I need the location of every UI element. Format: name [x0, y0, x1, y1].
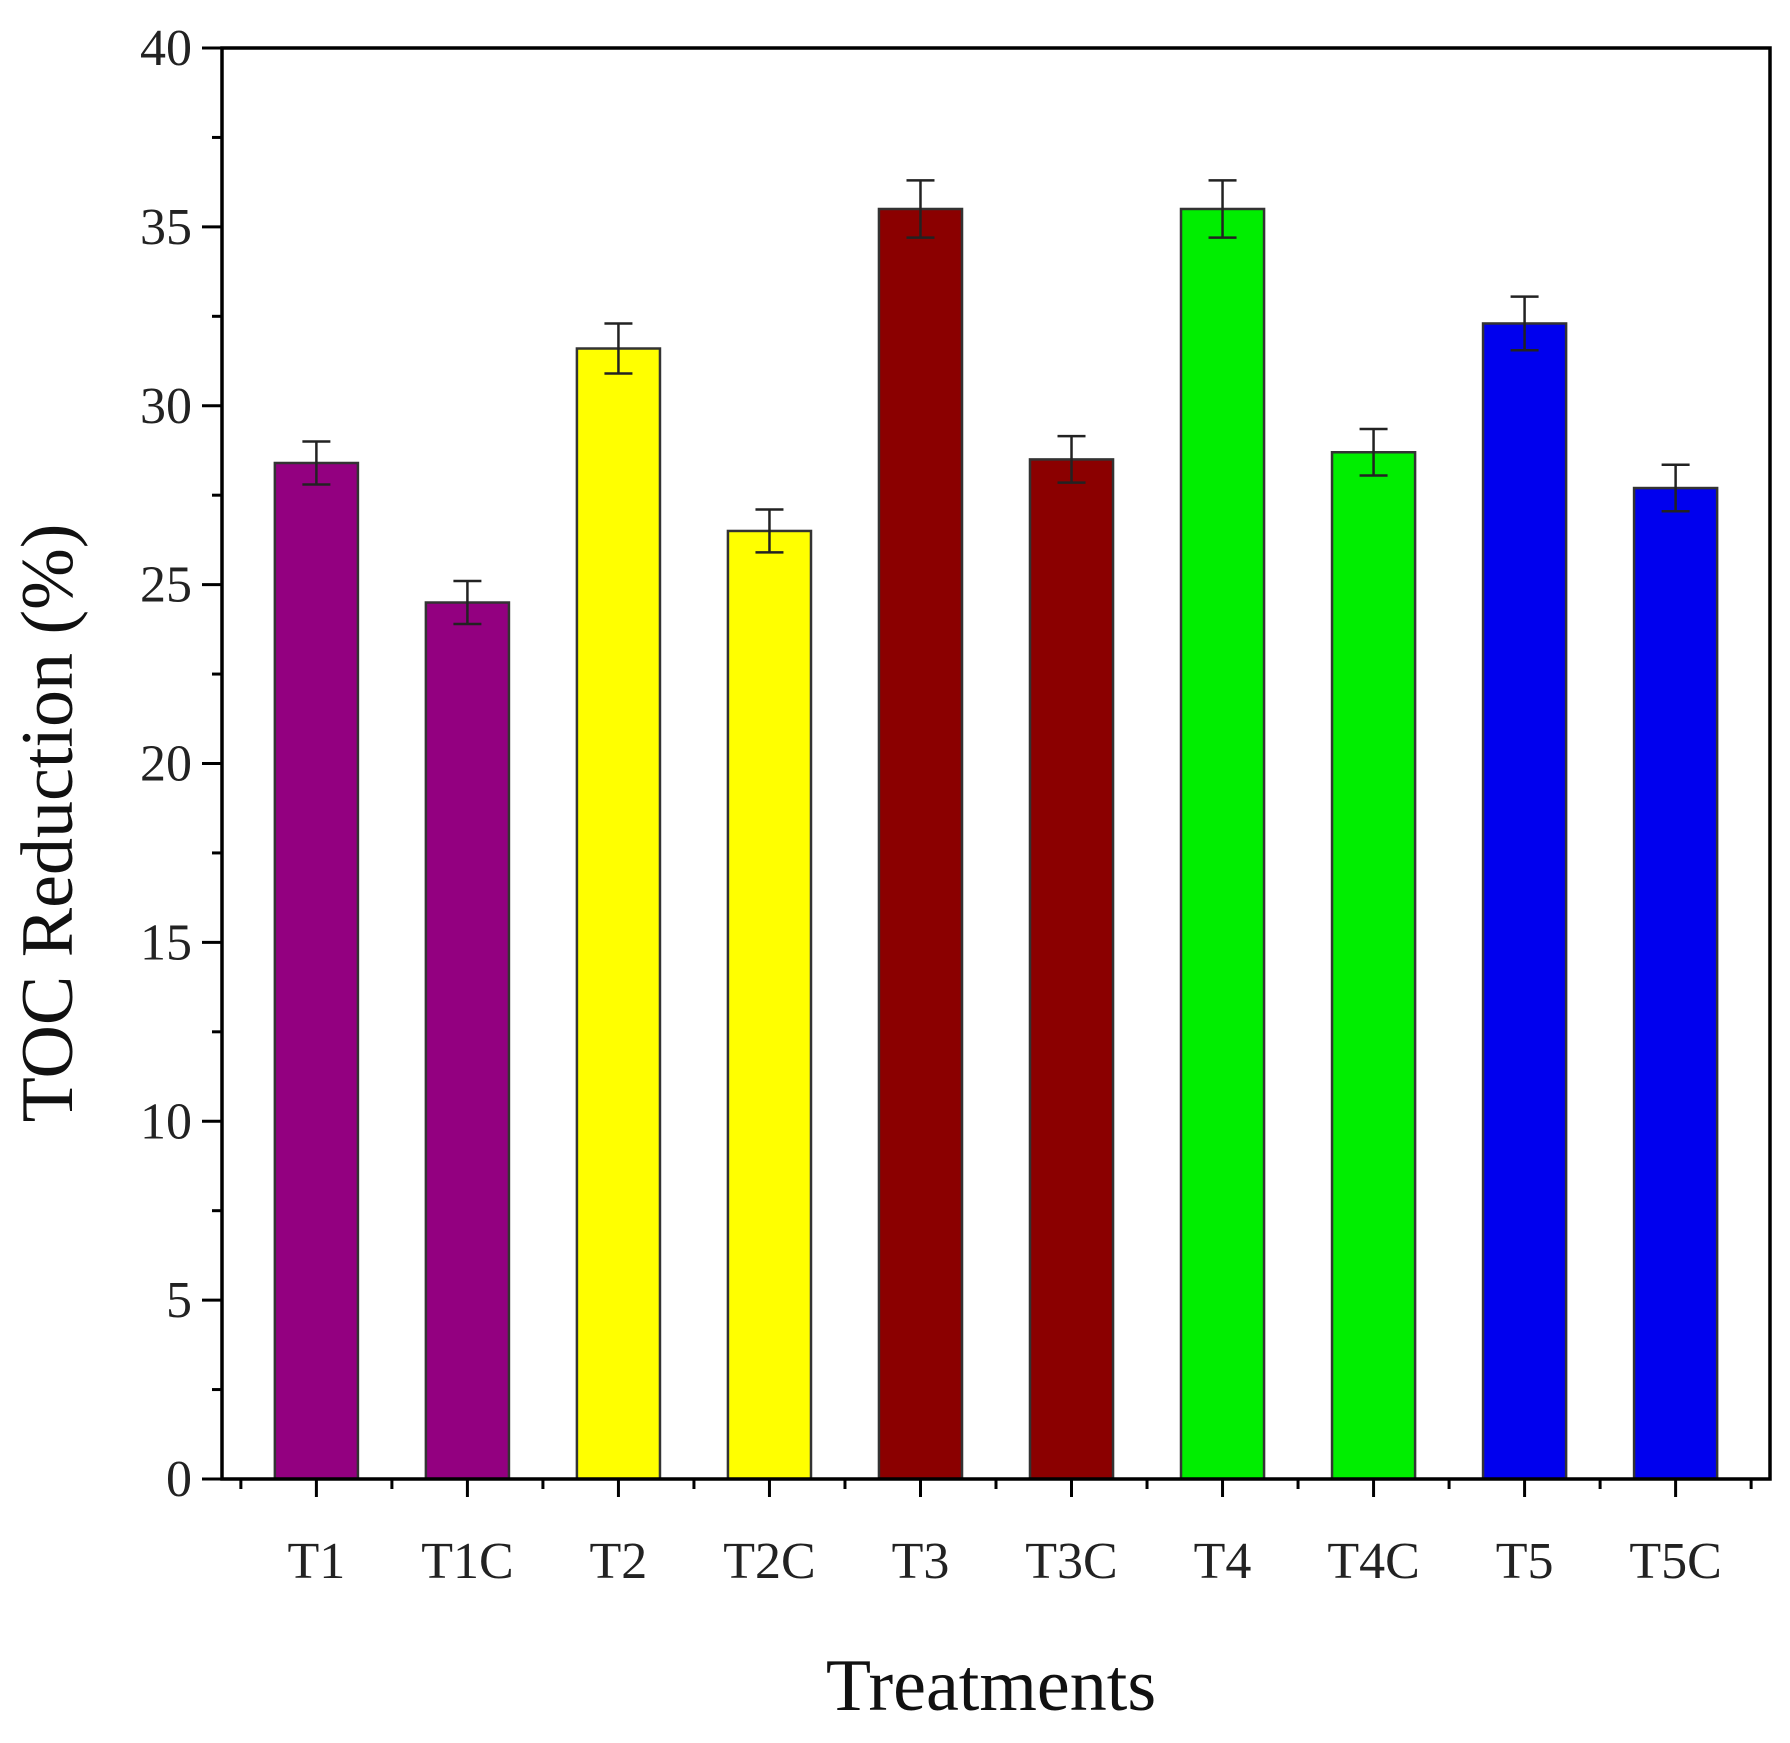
bar-t2: [575, 347, 662, 1481]
y-tick-label: 40: [140, 20, 192, 77]
bar-t5: [1481, 322, 1568, 1481]
error-bar-t1c: [453, 579, 482, 626]
y-tick-label: 20: [140, 736, 192, 793]
bars-layer: [273, 207, 1719, 1481]
bar-t1: [273, 461, 360, 1481]
x-axis-title: Treatments: [826, 1645, 1156, 1727]
x-tick-label-t4: T4: [1194, 1533, 1252, 1590]
x-tick-label-t2: T2: [590, 1533, 648, 1590]
y-tick-label: 30: [140, 378, 192, 435]
error-bars-layer: [302, 179, 1690, 626]
y-tick-label: 25: [140, 557, 192, 614]
x-tick-label-t1: T1: [288, 1533, 346, 1590]
error-bar-t3c: [1057, 434, 1086, 484]
y-tick-label: 0: [166, 1451, 192, 1508]
x-tick-label-t3: T3: [892, 1533, 950, 1590]
bar-t5c: [1632, 486, 1719, 1481]
tick-labels-layer: T1 T1C T2 T2C T3 T3C T4 T4C T5 T5C 0 5 10 15 20 25 30 35 4…: [140, 20, 1722, 1590]
error-bar-t2: [604, 322, 633, 375]
x-tick-label-t3c: T3C: [1025, 1533, 1117, 1590]
error-bar-t4c: [1359, 427, 1388, 477]
x-tick-label-t5c: T5C: [1629, 1533, 1721, 1590]
bar-t2c: [726, 529, 813, 1481]
axes-layer: [202, 46, 1772, 1497]
x-tick-label-t4c: T4C: [1327, 1533, 1419, 1590]
bar-t3: [877, 207, 964, 1481]
error-bar-t5: [1510, 295, 1539, 352]
y-axis-title: TOC Reduction (%): [7, 524, 89, 1123]
y-tick-label: 5: [166, 1272, 192, 1329]
error-bar-t3: [906, 179, 935, 239]
y-tick-label: 35: [140, 199, 192, 256]
x-tick-label-t2c: T2C: [723, 1533, 815, 1590]
bar-t1c: [424, 601, 511, 1481]
bar-t4c: [1330, 451, 1417, 1481]
plot-frame: [220, 46, 1772, 1481]
error-bar-t2c: [755, 508, 784, 554]
error-bar-t1: [302, 440, 331, 486]
y-tick-label: 10: [140, 1093, 192, 1150]
error-bar-t5c: [1661, 463, 1690, 513]
x-tick-label-t5: T5: [1496, 1533, 1554, 1590]
y-tick-label: 15: [140, 914, 192, 971]
bar-t3c: [1028, 458, 1115, 1481]
x-tick-label-t1c: T1C: [421, 1533, 513, 1590]
error-bar-t4: [1208, 179, 1237, 239]
bar-t4: [1179, 207, 1266, 1481]
